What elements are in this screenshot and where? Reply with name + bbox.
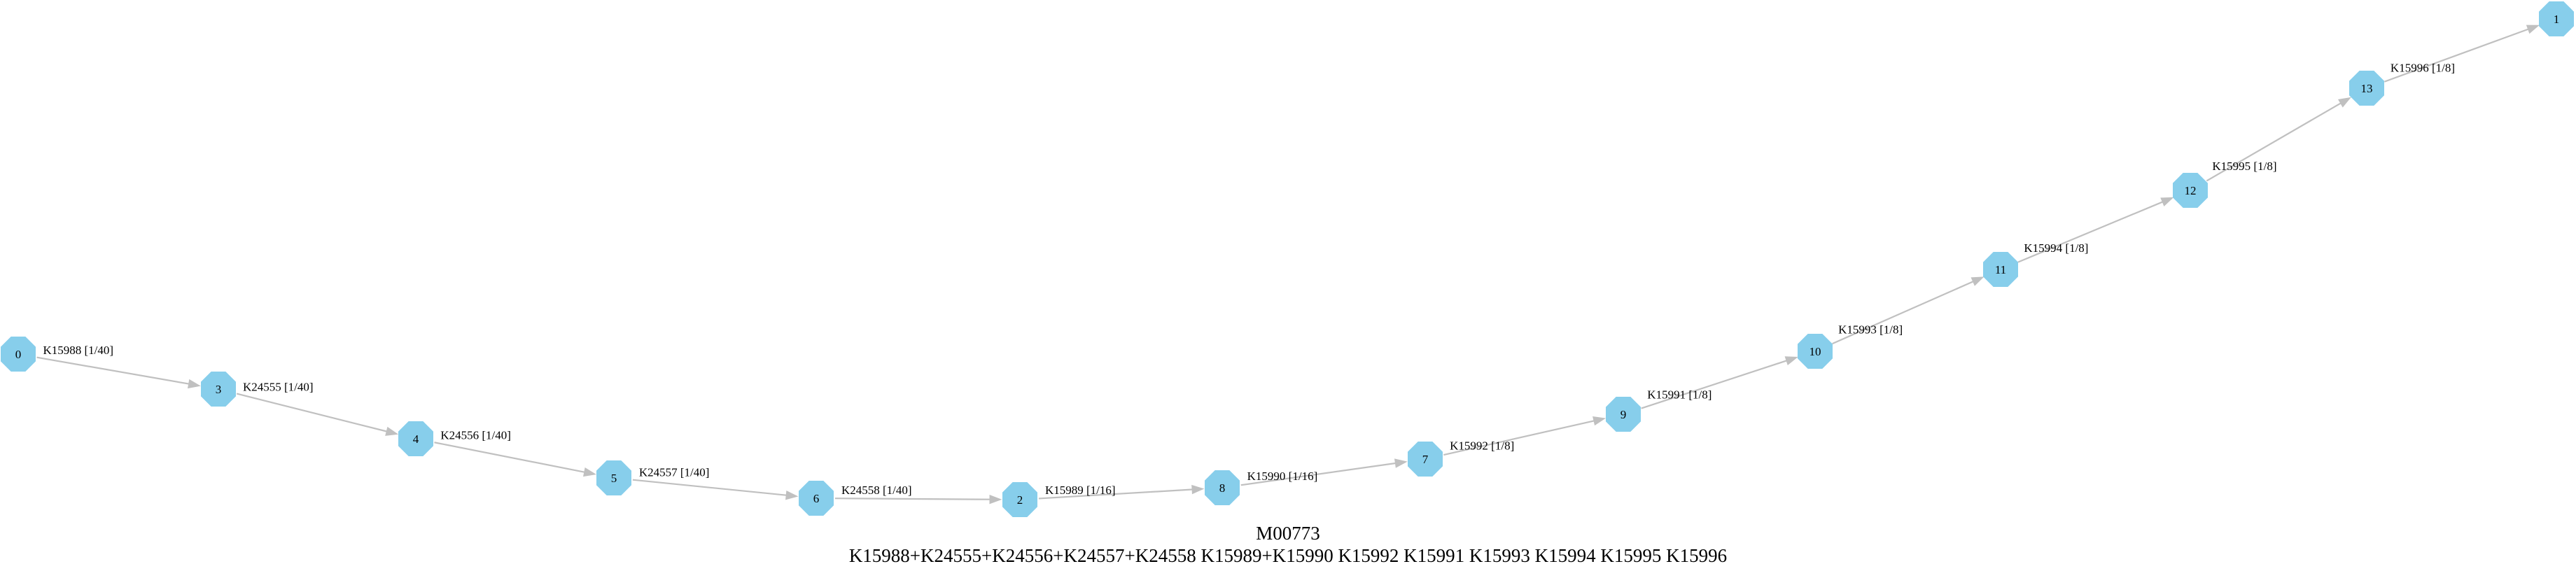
edge-0-3: K15988 [1/40] [36,344,201,389]
edge-arrowhead [785,490,799,500]
edge-label: K24557 [1/40] [639,465,710,479]
node-octagon [1983,252,2018,287]
edge-line [632,479,787,496]
edge-label: K15996 [1/8] [2390,61,2455,74]
node-octagon [2349,71,2384,106]
edges-layer: K15988 [1/40] K24555 [1/40] K24556 [1/40] K… [36,24,2540,505]
edge-12-13: K15995 [1/8] [2206,97,2351,182]
edge-line [1443,420,1595,456]
node-4: 4 [398,421,433,456]
edge-label: K15991 [1/8] [1647,388,1712,401]
node-octagon [2539,1,2574,36]
node-octagon [1606,397,1641,432]
node-label: 13 [2361,82,2373,95]
node-2: 2 [1002,482,1037,517]
edge-line [434,442,585,473]
node-label: 9 [1620,408,1627,421]
edge-arrowhead [2337,97,2351,108]
node-label: 2 [1017,493,1023,507]
node-label: 7 [1422,453,1429,466]
edge-11-12: K15994 [1/8] [2017,197,2174,263]
edge-2-8: K15989 [1/16] [1038,484,1205,500]
node-octagon [201,372,236,407]
node-octagon [1002,482,1037,517]
edge-label: K15994 [1/8] [2024,241,2088,255]
diagram-subtitle: K15988+K24555+K24556+K24557+K24558 K1598… [849,545,1727,566]
node-label: 11 [1995,263,2006,276]
node-7: 7 [1408,442,1443,477]
node-3: 3 [201,372,236,407]
edge-label: K15992 [1/8] [1450,439,1514,453]
edge-label: K15988 [1/40] [43,344,113,357]
node-octagon [799,481,834,516]
node-label: 4 [413,432,419,446]
node-octagon [398,421,433,456]
node-13: 13 [2349,71,2384,106]
edge-arrowhead [385,426,399,436]
edge-5-6: K24557 [1/40] [632,465,799,500]
node-label: 1 [2554,13,2560,26]
edge-3-4: K24555 [1/40] [236,380,399,436]
edge-label: K15993 [1/8] [1838,323,1903,336]
node-label: 10 [1809,345,1821,358]
node-6: 6 [799,481,834,516]
node-octagon [1205,470,1240,505]
edge-arrowhead [1394,458,1408,468]
node-octagon [1,337,36,372]
node-11: 11 [1983,252,2018,287]
edge-arrowhead [2526,24,2540,34]
edge-9-10: K15991 [1/8] [1641,356,1798,409]
edge-label: K24556 [1/40] [440,429,511,442]
edge-line [236,393,387,432]
node-8: 8 [1205,470,1240,505]
edge-arrowhead [2160,197,2174,206]
node-0: 0 [1,337,36,372]
edge-arrowhead [1191,484,1205,495]
node-octagon [596,460,631,495]
node-5: 5 [596,460,631,495]
edge-13-1: K15996 [1/8] [2384,24,2540,83]
edge-line [834,498,990,500]
node-1: 1 [2539,1,2574,36]
edge-line [1641,360,1787,409]
edge-arrowhead [1784,356,1798,365]
node-label: 3 [216,383,222,396]
edge-line [36,356,189,385]
edge-8-7: K15990 [1/16] [1240,458,1408,486]
nodes-layer: 0 3 4 5 6 2 8 7 9 10 11 12 13 1 [1,1,2574,517]
edge-line [1240,462,1396,486]
node-label: 0 [15,348,22,361]
edge-line [1038,488,1193,500]
node-label: 12 [2185,184,2197,197]
edge-label: K24555 [1/40] [243,380,314,393]
edge-line [1832,281,1974,345]
node-label: 5 [611,472,617,485]
node-octagon [1408,442,1443,477]
node-10: 10 [1798,334,1833,369]
node-12: 12 [2173,173,2208,208]
diagram-title: M00773 [1256,523,1320,544]
node-label: 6 [813,492,820,505]
edge-label: K15989 [1/16] [1045,484,1116,497]
edge-label: K24558 [1/40] [841,484,912,497]
edge-10-11: K15993 [1/8] [1832,276,1984,345]
edge-line [2017,201,2163,263]
edge-label: K15990 [1/16] [1247,470,1318,483]
node-label: 8 [1219,481,1226,495]
edge-arrowhead [1970,276,1984,286]
edge-arrowhead [583,467,596,477]
edge-6-2: K24558 [1/40] [834,484,1002,505]
edge-line [2384,28,2528,83]
edge-label: K15995 [1/8] [2212,160,2276,173]
node-9: 9 [1606,397,1641,432]
node-octagon [1798,334,1833,369]
edge-arrowhead [1592,416,1606,426]
edge-4-5: K24556 [1/40] [434,429,596,477]
edge-7-9: K15992 [1/8] [1443,416,1606,456]
edge-arrowhead [989,494,1002,505]
node-octagon [2173,173,2208,208]
edge-arrowhead [187,379,201,389]
edge-line [2206,102,2342,182]
